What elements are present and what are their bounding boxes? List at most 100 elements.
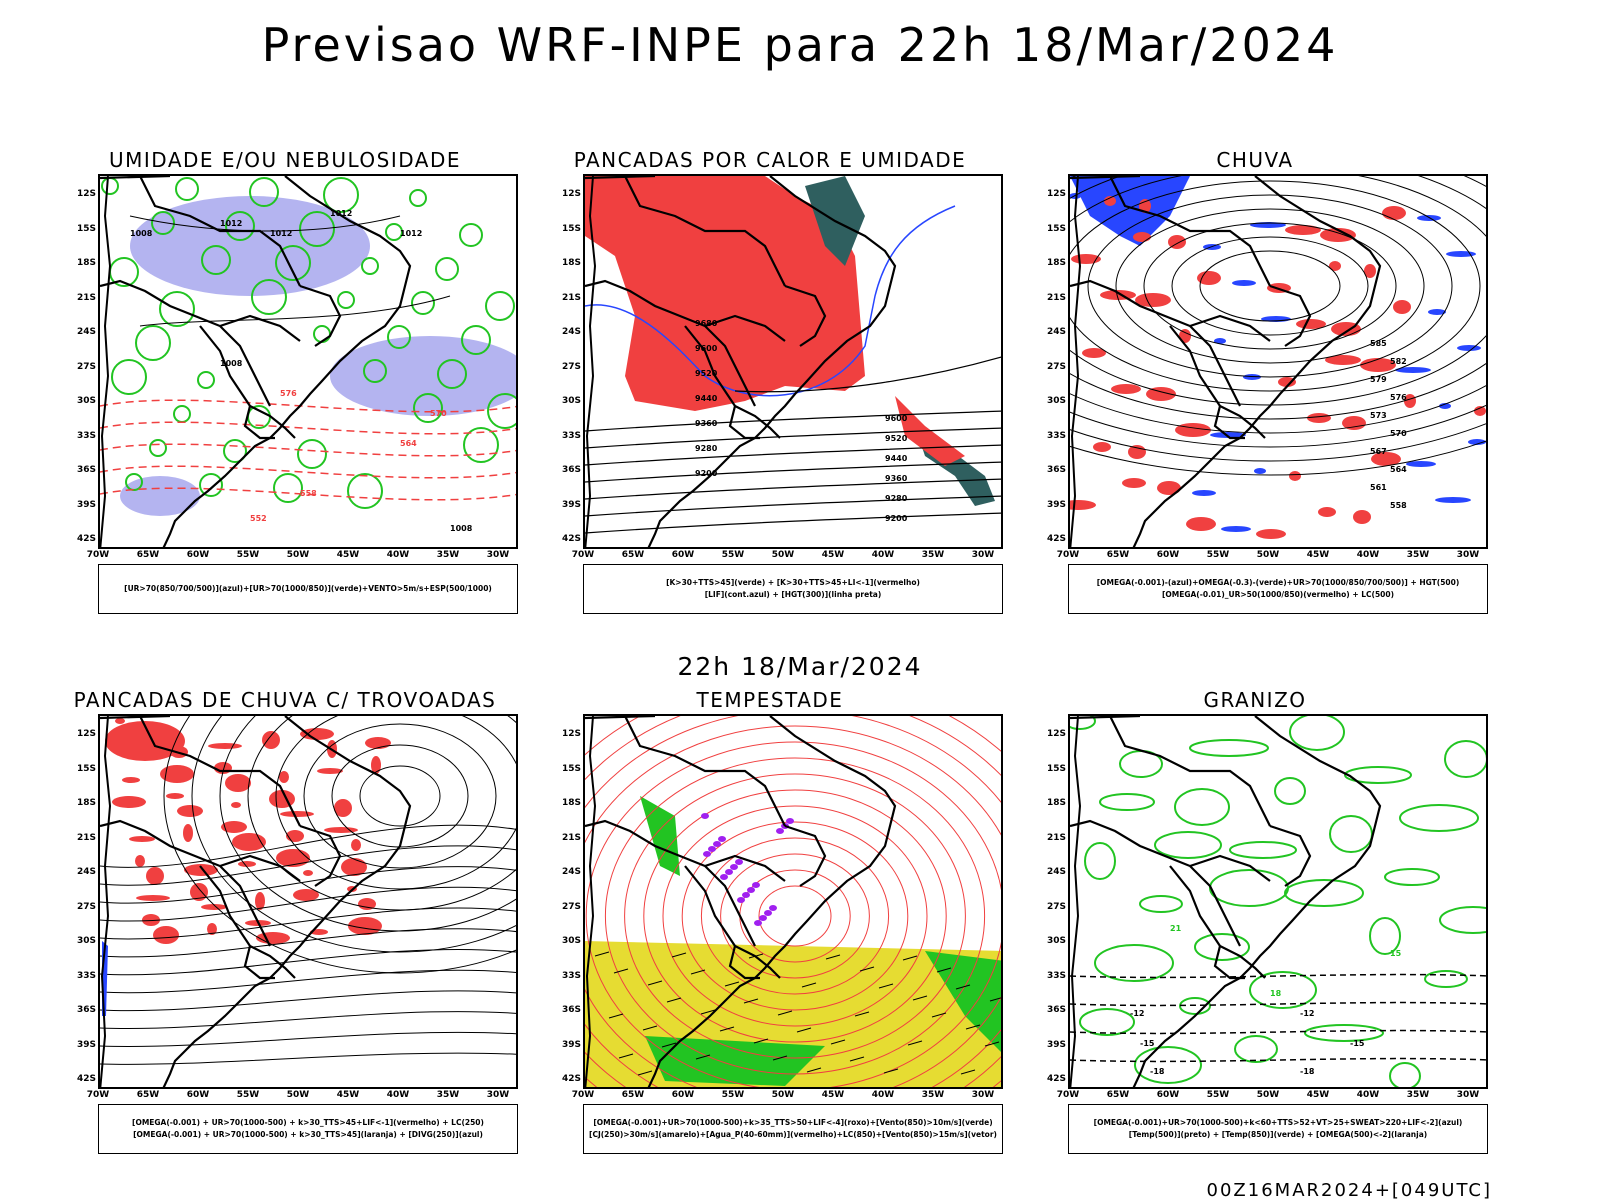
- streamline: [191, 716, 516, 953]
- longitude-label: 30W: [971, 1090, 995, 1100]
- latitude-label: 42S: [561, 534, 581, 544]
- latitude-label: 18S: [76, 798, 96, 808]
- forecast-map: 1008 1012 1012 1012 1012 1008 576 570 564 558 552 1…: [98, 174, 518, 549]
- legend-line: [CJ(250)>30m/s](amarelo)+[Agua_P(40-60mm…: [589, 1130, 997, 1139]
- contour-label: 558: [1390, 501, 1407, 510]
- temp-850-contour: [1424, 970, 1468, 988]
- thunderstorm-area: [122, 777, 140, 783]
- height-contour: [1171, 236, 1369, 336]
- humidity-lower-contour: [411, 291, 435, 315]
- wind-vector: [902, 955, 918, 961]
- temp-850-contour: [1444, 740, 1486, 778]
- humidity-lower-contour: [223, 439, 247, 463]
- map-canvas: 9680 9600 9520 9440 9360 9280 9200 9600 9520 9440…: [585, 176, 1001, 547]
- temp-850-contour: [1234, 1035, 1278, 1063]
- thunderstorm-area: [293, 889, 319, 901]
- latitude-label: 18S: [561, 798, 581, 808]
- contour-label: 564: [1390, 465, 1407, 474]
- temp-500-contour: [1070, 1057, 1486, 1063]
- contour-label: 15: [1390, 949, 1402, 958]
- temp-850-contour: [1399, 804, 1479, 832]
- contour-label: 564: [400, 439, 417, 448]
- latitude-label: 24S: [76, 867, 96, 877]
- temp-850-contour: [1304, 1024, 1384, 1042]
- severe-storm-area: [752, 882, 760, 888]
- rain-area: [1133, 232, 1151, 242]
- latitude-label: 21S: [1046, 832, 1066, 843]
- wind-vector: [854, 1011, 870, 1017]
- humidity-lower-contour: [413, 393, 443, 423]
- thunderstorm-area: [112, 796, 146, 808]
- latitude-label: 42S: [76, 1074, 96, 1084]
- thunderstorm-area: [371, 756, 381, 774]
- latitude-label: 36S: [561, 465, 581, 475]
- height-contour: [1070, 176, 1486, 420]
- streamline: [100, 948, 516, 976]
- legend-line: [OMEGA(-0.001) + UR>70(1000-500) + k>30_…: [132, 1118, 484, 1127]
- coastline: [100, 176, 412, 547]
- longitude-label: 45W: [1306, 1090, 1330, 1100]
- thunderstorm-area: [183, 824, 193, 842]
- latitude-label: 18S: [76, 258, 96, 268]
- humidity-lower-contour: [459, 223, 483, 247]
- longitude-label: 65W: [1106, 1090, 1130, 1100]
- thunderstorm-area: [225, 774, 251, 792]
- wind-vector: [912, 995, 928, 1001]
- wind-vector: [608, 1013, 624, 1019]
- thunderstorm-area: [136, 895, 170, 901]
- rain-area: [1289, 471, 1301, 481]
- temp-850-contour: [1344, 766, 1412, 784]
- omega-upward-area: [1070, 176, 1190, 246]
- humidity-lower-contour: [159, 291, 195, 327]
- state-borders: [219, 824, 342, 887]
- rain-area: [1382, 206, 1406, 220]
- thunderstorm-area: [177, 805, 203, 817]
- thunderstorm-area: [279, 771, 289, 783]
- severe-storm-area: [769, 905, 777, 911]
- rain-area: [1468, 439, 1486, 445]
- longitude-label: 40W: [1356, 1090, 1380, 1100]
- chile-coast: [585, 716, 597, 1087]
- legend-line: [LIF](cont.azul) + [HGT(300)](linha pret…: [704, 590, 882, 599]
- latitude-label: 39S: [76, 1039, 96, 1050]
- thunderstorm-area: [115, 718, 125, 724]
- forecast-map: [98, 714, 518, 1089]
- legend-line: [K>30+TTS>45](verde) + [K>30+TTS>45+LI<-…: [666, 578, 920, 587]
- latitude-label: 24S: [1046, 867, 1066, 877]
- latitude-label: 33S: [76, 970, 96, 981]
- humidity-lower-contour: [463, 427, 499, 463]
- rain-area: [1404, 394, 1416, 408]
- contour-label: 9440: [695, 394, 718, 403]
- panel-title: UMIDADE E/OU NEBULOSIDADE: [108, 148, 462, 172]
- coastline: [1070, 176, 1382, 547]
- wind-vector: [849, 1056, 865, 1062]
- rain-area: [1395, 367, 1431, 373]
- thunderstorm-area: [221, 821, 247, 833]
- height-contour: [1070, 176, 1486, 434]
- wind-vector: [777, 1010, 793, 1016]
- humidity-lower-contour: [101, 177, 119, 195]
- humidity-lower-contour: [461, 325, 491, 355]
- longitude-label: 35W: [436, 550, 460, 560]
- latitude-label: 15S: [76, 763, 96, 774]
- streamline: [100, 1031, 516, 1047]
- humidity-lower-contour: [385, 223, 403, 241]
- temp-850-contour: [1070, 716, 1096, 730]
- rain-area: [1214, 338, 1226, 344]
- severe-storm-area: [720, 874, 728, 880]
- contour-label: 9200: [885, 514, 908, 523]
- contour-label: 1012: [270, 229, 292, 238]
- longitude-label: 40W: [386, 550, 410, 560]
- thunderstorm-area: [129, 836, 155, 842]
- humidity-lower-contour: [297, 439, 327, 469]
- humidity-lower-contour: [251, 279, 287, 315]
- latitude-label: 24S: [76, 327, 96, 337]
- severe-storm-area: [703, 851, 711, 857]
- border-argentina: [199, 865, 251, 947]
- border-argentina: [684, 865, 736, 947]
- legend-line: [UR>70(850/700/500)](azul)+[UR>70(1000/8…: [124, 584, 492, 593]
- wind-vector: [825, 954, 841, 960]
- state-borders: [704, 824, 827, 887]
- run-timestamp: 00Z16MAR2024+[049UTC]: [1206, 1180, 1492, 1201]
- border-argentina: [1169, 325, 1221, 407]
